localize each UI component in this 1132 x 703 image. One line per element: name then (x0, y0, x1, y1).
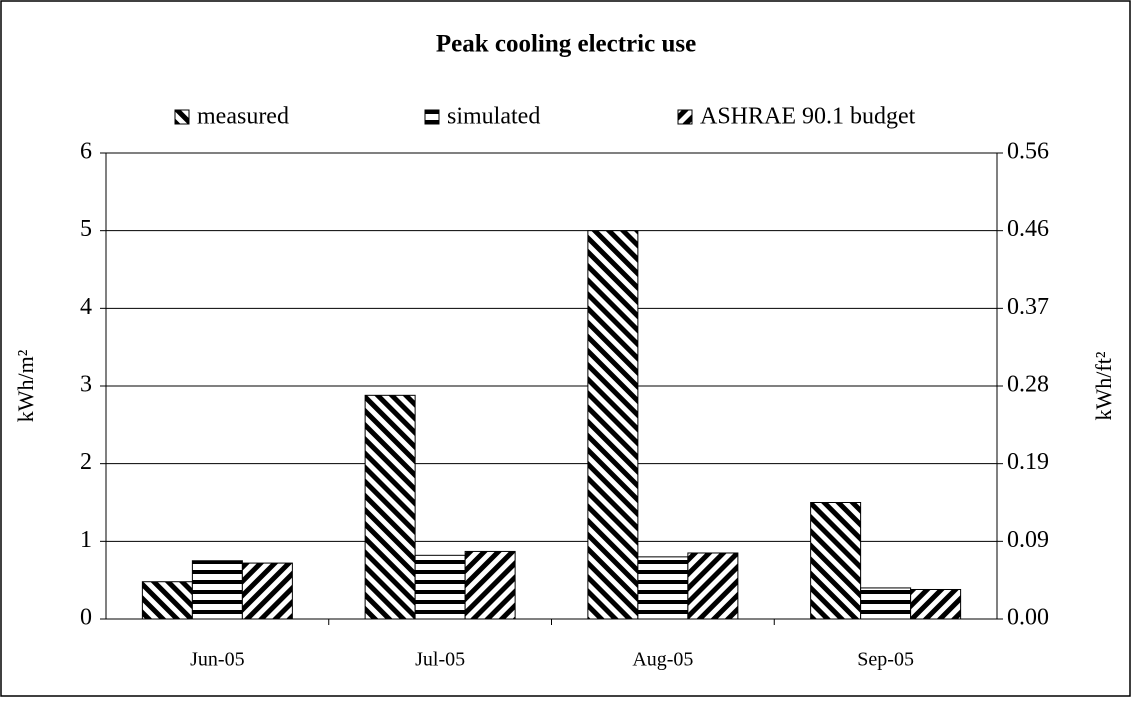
bar (241, 562, 293, 620)
y2-tick-label: 0.46 (1007, 216, 1049, 242)
bar (364, 394, 416, 620)
bar (464, 550, 516, 620)
legend-label: simulated (447, 104, 540, 130)
legend-swatch (174, 109, 190, 125)
y-tick-label: 6 (80, 139, 92, 165)
y-tick-label: 3 (80, 372, 92, 398)
x-tick-label: Jun-05 (190, 649, 244, 671)
legend-label: ASHRAE 90.1 budget (700, 104, 916, 130)
bar (687, 552, 739, 620)
bar (191, 560, 243, 620)
y2-axis-label: kWh/ft² (1091, 351, 1116, 420)
y2-tick-label: 0.28 (1007, 372, 1049, 398)
y-tick-label: 0 (80, 605, 92, 631)
y-tick-label: 4 (80, 294, 92, 320)
bar (587, 230, 639, 620)
y2-tick-label: 0.37 (1007, 294, 1049, 320)
y-axis-label: kWh/m² (13, 349, 38, 422)
y2-tick-label: 0.00 (1007, 605, 1049, 631)
chart-title: Peak cooling electric use (436, 31, 696, 58)
bar (860, 587, 912, 620)
bar (910, 588, 962, 620)
y-tick-label: 1 (80, 527, 92, 553)
bar (637, 556, 689, 620)
y2-tick-label: 0.09 (1007, 527, 1049, 553)
bar (141, 581, 193, 620)
legend-swatch (424, 109, 440, 125)
x-tick-label: Sep-05 (857, 649, 914, 671)
legend-swatch (677, 109, 693, 125)
y2-tick-label: 0.56 (1007, 139, 1049, 165)
x-tick-label: Aug-05 (632, 649, 693, 671)
y2-tick-label: 0.19 (1007, 449, 1049, 475)
y-tick-label: 5 (80, 216, 92, 242)
bar (810, 502, 862, 620)
legend-label: measured (197, 104, 289, 130)
y-tick-label: 2 (80, 449, 92, 475)
bar (414, 554, 466, 620)
x-tick-label: Jul-05 (415, 649, 465, 671)
